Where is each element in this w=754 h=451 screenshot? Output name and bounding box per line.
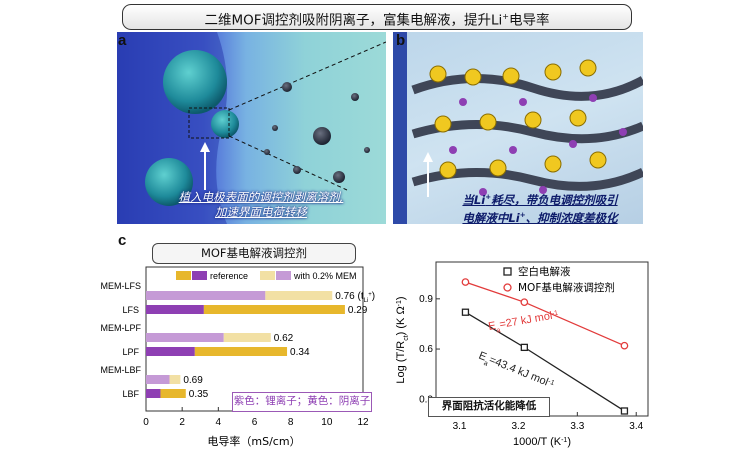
line-y-tick-label: 0.6 bbox=[419, 344, 433, 355]
conductivity-bar-chart: reference with 0.2% MEM 0.76 (tLi+)0.290.… bbox=[101, 266, 375, 448]
line-x-tick-label: 3.1 bbox=[453, 421, 467, 432]
color-key-note: 紫色：锂离子；黄色：阴离子 bbox=[232, 392, 372, 412]
bar-category-label: MEM-LPF bbox=[101, 323, 142, 333]
panel-b-illustration bbox=[393, 32, 643, 224]
panel-a-caption-line2: 加速界面电荷转移 bbox=[215, 205, 307, 219]
legend-reference-label: reference bbox=[210, 271, 248, 281]
bar-yellow-MEM-LPF bbox=[223, 333, 271, 342]
series-point-circle bbox=[520, 298, 529, 307]
panel-b-art bbox=[393, 32, 643, 224]
bar-x-tick-label: 6 bbox=[252, 417, 258, 428]
panel-a-letter: a bbox=[118, 32, 127, 49]
panel-b-caption-line2: 电解液中Li+、抑制浓度差极化 bbox=[462, 210, 618, 225]
impedance-line-chart: 3.1 3.2 3.3 3.4 0.3 0.6 0.9 空白电解液 MOF基电解液调控剂 10… bbox=[395, 261, 649, 448]
line-x-tick-label: 3.3 bbox=[570, 421, 584, 432]
legend-mem-purple-swatch bbox=[276, 271, 291, 280]
bar-x-axis-label: 电导率（mS/cm） bbox=[207, 434, 300, 448]
figure-title: 二维MOF调控剂吸附阴离子，富集电解液，提升Li+电导率 bbox=[122, 4, 632, 30]
line-x-axis-label: 1000/T (K-1) bbox=[513, 436, 571, 448]
panel-a-illustration bbox=[117, 32, 386, 224]
bar-value-labels: 0.76 (tLi+)0.29 0.62 0.34 0.69 0.35 bbox=[183, 291, 375, 400]
bar-x-tick-label: 0 bbox=[143, 417, 149, 428]
ea-black-label: Ea=43.4 kJ mol-1 bbox=[476, 350, 556, 394]
line-y-axis-label: Log (T/Rct) (K Ω-1) bbox=[395, 296, 410, 383]
series-point-square bbox=[520, 343, 528, 352]
bar-category-label: LPF bbox=[122, 347, 139, 357]
panel-c-box-title: MOF基电解液调控剂 bbox=[152, 243, 356, 264]
legend-mem-yellow-swatch bbox=[260, 271, 275, 280]
bar-purple-LBF bbox=[146, 389, 161, 398]
bar-category-label: LFS bbox=[122, 305, 139, 315]
bar-category-label: MEM-LFS bbox=[101, 281, 142, 291]
bar-yellow-LBF bbox=[160, 389, 186, 398]
legend-series-label: MOF基电解液调控剂 bbox=[518, 281, 615, 294]
bar-purple-LFS bbox=[146, 305, 204, 314]
series-point-circle bbox=[461, 278, 470, 286]
legend-ref-purple-swatch bbox=[192, 271, 207, 280]
panel-a-art bbox=[117, 32, 386, 224]
line-chart-legend: 空白电解液 MOF基电解液调控剂 bbox=[503, 265, 615, 294]
legend-series-label: 空白电解液 bbox=[518, 265, 571, 278]
series-point-square bbox=[461, 308, 470, 316]
bar-value-label: 0.34 bbox=[290, 347, 310, 358]
bar-purple-MEM-LBF bbox=[146, 375, 170, 384]
bar-value-label: 0.62 bbox=[274, 333, 294, 344]
panel-b-ion-layer bbox=[393, 32, 643, 224]
bar-category-label: LBF bbox=[122, 389, 139, 399]
legend-marker-square bbox=[503, 267, 512, 276]
legend-ref-yellow-swatch bbox=[176, 271, 191, 280]
panel-b-letter: b bbox=[396, 32, 406, 49]
line-y-tick-label: 0.9 bbox=[419, 294, 433, 305]
bar-yellow-MEM-LFS bbox=[265, 291, 333, 300]
legend-marker-circle bbox=[503, 283, 512, 292]
title-sup: + bbox=[502, 12, 509, 21]
panel-c-letter: c bbox=[118, 232, 127, 249]
bar-x-tick-label: 12 bbox=[357, 417, 369, 428]
bar-yellow-LFS bbox=[203, 305, 345, 314]
panel-b-caption-line1: 当Li+耗尽，带负电调控剂吸引 bbox=[462, 192, 618, 207]
activation-energy-box: 界面阻抗活化能降低 bbox=[428, 397, 550, 417]
title-end: 电导率 bbox=[509, 12, 550, 29]
bar-category-labels: MEM-LFS LFS MEM-LPF LPF MEM-LBF LBF bbox=[101, 281, 142, 399]
bar-value-label: 0.29 bbox=[348, 305, 368, 316]
bar-x-tick-label: 2 bbox=[179, 417, 185, 428]
series-point-circle bbox=[620, 341, 629, 350]
bar-yellow-MEM-LBF bbox=[169, 375, 181, 384]
ea-red-label: Ea=27 kJ mol-1 bbox=[487, 309, 560, 336]
panel-b-caption: 当Li+耗尽，带负电调控剂吸引 电解液中Li+、抑制浓度差极化 bbox=[440, 190, 640, 226]
bar-purple-MEM-LFS bbox=[146, 291, 266, 300]
title-main: 二维MOF调控剂吸附阴离子，富集电解液，提升Li bbox=[204, 12, 503, 29]
bar-purple-LPF bbox=[146, 347, 195, 356]
bar-chart-legend: reference with 0.2% MEM bbox=[176, 271, 357, 281]
legend-mem-label: with 0.2% MEM bbox=[293, 271, 357, 281]
line-x-tick-label: 3.4 bbox=[629, 421, 643, 432]
series-point-square bbox=[620, 407, 629, 415]
bar-x-tick-label: 8 bbox=[288, 417, 294, 428]
bar-yellow-LPF bbox=[194, 347, 288, 356]
bar-category-label: MEM-LBF bbox=[101, 365, 142, 375]
panel-a-caption: 植入电极表面的调控剂剥离溶剂, 加速界面电荷转移 bbox=[139, 190, 383, 220]
bar-purple-MEM-LPF bbox=[146, 333, 224, 342]
panel-a-caption-line1: 植入电极表面的调控剂剥离溶剂, bbox=[178, 190, 344, 204]
bar-value-label: 0.76 (tLi+) bbox=[335, 291, 375, 304]
panel-b-anion-group bbox=[429, 59, 627, 196]
line-x-tick-label: 3.2 bbox=[511, 421, 525, 432]
line-chart-series bbox=[461, 278, 629, 415]
line-y-tick-label: 0.3 bbox=[419, 394, 433, 405]
bar-value-label: 0.35 bbox=[189, 389, 209, 400]
bar-marks bbox=[146, 291, 345, 398]
bar-x-tick-label: 10 bbox=[321, 417, 333, 428]
bar-x-tick-label: 4 bbox=[216, 417, 222, 428]
bar-value-label: 0.69 bbox=[183, 375, 203, 386]
